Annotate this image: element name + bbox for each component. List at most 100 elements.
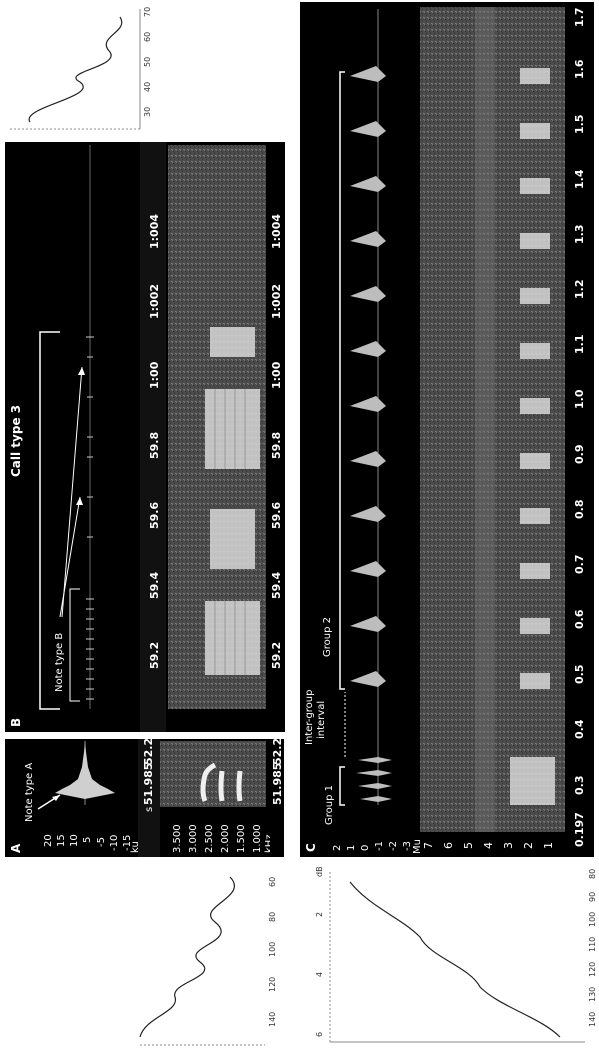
svg-text:dB: dB [315, 866, 324, 877]
side-plot-left: 140 120 100 80 60 [130, 867, 277, 1052]
svg-text:90: 90 [588, 892, 597, 902]
svg-text:50: 50 [143, 57, 152, 67]
svg-text:5: 5 [82, 837, 93, 843]
svg-text:1.0: 1.0 [573, 389, 586, 409]
svg-text:4: 4 [315, 972, 324, 977]
svg-text:60: 60 [143, 32, 152, 42]
panel-a-spectrogram [160, 741, 266, 807]
svg-text:59.4: 59.4 [148, 572, 161, 599]
svg-text:1:004: 1:004 [270, 214, 283, 249]
panel-a-note-shape [55, 741, 115, 799]
svg-text:-5: -5 [96, 837, 107, 847]
svg-text:1.2: 1.2 [573, 280, 586, 300]
panel-c-group2-bracket [339, 71, 345, 690]
svg-text:-1: -1 [374, 841, 385, 851]
side-plot-top: 30 40 50 60 70 [5, 5, 152, 137]
svg-text:1.000: 1.000 [252, 824, 263, 853]
svg-text:1:00: 1:00 [148, 361, 161, 389]
svg-text:59.2: 59.2 [270, 642, 283, 669]
svg-text:59.6: 59.6 [270, 502, 283, 529]
panel-b-note-label: Note type B [54, 633, 65, 692]
svg-text:1: 1 [542, 842, 555, 849]
panel-a-time-1: 52.2 [142, 738, 155, 765]
svg-text:-15: -15 [122, 835, 133, 851]
svg-text:15: 15 [56, 834, 67, 847]
panel-c-group2: Group 2 [322, 617, 333, 657]
svg-text:52.2: 52.2 [271, 738, 284, 765]
svg-text:4: 4 [482, 842, 495, 849]
svg-text:59.8: 59.8 [270, 432, 283, 459]
svg-text:59.8: 59.8 [148, 432, 161, 459]
svg-text:0.5: 0.5 [573, 665, 586, 685]
panel-b: B Call type 3 Note type B 59.2 59.4 59.6 [5, 142, 285, 732]
panel-a-letter: A [9, 843, 23, 853]
svg-text:0.6: 0.6 [573, 609, 586, 629]
svg-text:10: 10 [69, 834, 80, 847]
svg-text:1.1: 1.1 [573, 335, 586, 355]
panel-c-interval-2: interval [316, 701, 327, 739]
svg-text:2.000: 2.000 [220, 824, 231, 853]
svg-text:1:002: 1:002 [270, 284, 283, 319]
svg-text:0.3: 0.3 [573, 776, 586, 796]
svg-text:0.197: 0.197 [573, 812, 586, 847]
svg-text:59.4: 59.4 [270, 572, 283, 599]
svg-text:2: 2 [332, 845, 343, 851]
panel-a-time-0: 51.985 [142, 763, 155, 805]
svg-text:1.5: 1.5 [573, 115, 586, 135]
svg-text:0.8: 0.8 [573, 500, 586, 520]
svg-text:7: 7 [422, 842, 435, 849]
panel-c-spec-notes [510, 68, 555, 805]
svg-text:-2: -2 [388, 841, 399, 851]
svg-text:40: 40 [143, 82, 152, 92]
panel-b-bracket [39, 331, 60, 710]
panel-b-title: Call type 3 [9, 405, 23, 477]
svg-text:60: 60 [268, 877, 277, 887]
panel-b-spec-bright [205, 327, 260, 675]
svg-text:1: 1 [346, 845, 357, 851]
svg-text:100: 100 [588, 912, 597, 927]
svg-text:59.6: 59.6 [148, 502, 161, 529]
svg-text:70: 70 [143, 7, 152, 17]
panel-c-notes [350, 66, 392, 802]
panel-a-spec-unit: kHz [264, 834, 275, 853]
svg-text:120: 120 [268, 977, 277, 992]
svg-text:2: 2 [315, 912, 324, 917]
panel-a-waveform-bg [5, 739, 137, 857]
panel-c-group1: Group 1 [324, 785, 335, 825]
svg-text:1.500: 1.500 [236, 824, 247, 853]
panel-c-letter: C [304, 843, 318, 852]
svg-text:0.4: 0.4 [573, 719, 586, 739]
svg-text:1.4: 1.4 [573, 169, 586, 189]
panel-c-wave-unit: Mu [412, 839, 423, 854]
panel-b-spec-lines [214, 389, 246, 675]
svg-text:3.500: 3.500 [172, 824, 183, 853]
panel-a-formants [200, 762, 243, 802]
svg-text:0.9: 0.9 [573, 445, 586, 465]
svg-text:1.3: 1.3 [573, 225, 586, 245]
svg-text:1:00: 1:00 [270, 361, 283, 389]
svg-text:1:002: 1:002 [148, 284, 161, 319]
svg-text:1:004: 1:004 [148, 214, 161, 249]
svg-text:-10: -10 [109, 835, 120, 851]
svg-text:1.7: 1.7 [573, 8, 586, 28]
svg-text:20: 20 [43, 834, 54, 847]
svg-text:110: 110 [588, 937, 597, 952]
svg-text:3.000: 3.000 [188, 824, 199, 853]
svg-text:100: 100 [268, 942, 277, 957]
panel-b-wave-marks [86, 336, 94, 700]
svg-text:140: 140 [588, 1012, 597, 1027]
svg-text:120: 120 [588, 962, 597, 977]
panel-c-interval-1: Inter-group [304, 690, 315, 745]
svg-text:51.985: 51.985 [271, 763, 284, 805]
side-plot-bottom: 140 130 120 110 100 90 80 6 4 2 dB [300, 862, 597, 1052]
panel-a-wave-ticks: 20 15 10 5 -5 -10 -15 [43, 834, 133, 851]
svg-text:1.6: 1.6 [573, 59, 586, 79]
svg-text:80: 80 [268, 912, 277, 922]
panel-a-note-label: Note type A [24, 763, 35, 822]
svg-text:-3: -3 [402, 841, 413, 851]
svg-text:30: 30 [143, 107, 152, 117]
svg-text:130: 130 [588, 987, 597, 1002]
panel-c: C 2 1 0 -1 -2 -3 Mu Group 1 Inter-group … [300, 2, 594, 857]
